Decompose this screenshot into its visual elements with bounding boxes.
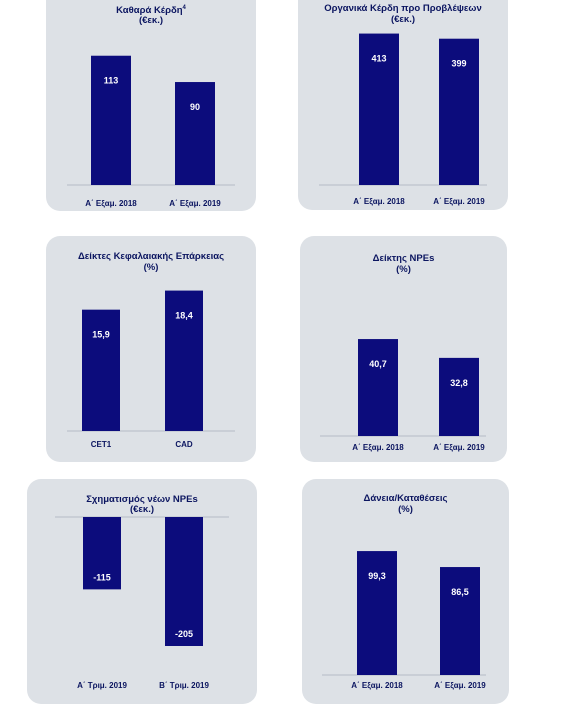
category-label: Α΄ Εξαμ. 2019 <box>169 199 221 208</box>
bar <box>175 82 215 185</box>
category-label: Α΄ Εξαμ. 2019 <box>433 443 485 452</box>
bar-chart-new-npe-formation: -115 Α΄ Τριμ. 2019 -205 Β΄ Τριμ. 2019 <box>55 516 229 690</box>
category-label: Α΄ Τριμ. 2019 <box>77 681 127 690</box>
data-label: 399 <box>451 59 466 69</box>
chart-panel-net-profit: Καθαρά Κέρδη4 (€εκ.) 113 Α΄ Εξαμ. 2018 90 Α… <box>46 0 256 211</box>
category-label: Α΄ Εξαμ. 2019 <box>433 197 485 206</box>
chart-subtitle: (%) <box>398 504 413 515</box>
category-label: Α΄ Εξαμ. 2018 <box>351 681 403 690</box>
category-label: Α΄ Εξαμ. 2019 <box>434 681 486 690</box>
bar <box>165 517 203 646</box>
data-label: 86,5 <box>451 587 469 597</box>
category-label: Β΄ Τριμ. 2019 <box>159 681 209 690</box>
bar <box>357 551 397 675</box>
bar <box>439 357 479 436</box>
title-superscript: 4 <box>182 5 186 11</box>
bar <box>439 38 479 186</box>
chart-panel-capital-adequacy: Δείκτες Κεφαλαιακής Επάρκειας (%) 15,9 CE… <box>46 236 256 462</box>
bar-chart-organic-profit: 413 Α΄ Εξαμ. 2018 399 Α΄ Εξαμ. 2019 <box>319 33 487 206</box>
category-label: Α΄ Εξαμ. 2018 <box>352 443 404 452</box>
bar <box>358 339 398 436</box>
chart-panel-organic-profit: Οργανικά Κέρδη προ Προβλέψεων (€εκ.) 413… <box>298 0 508 210</box>
bar-chart-npe-ratio: 40,7 Α΄ Εξαμ. 2018 32,8 Α΄ Εξαμ. 2019 <box>320 339 486 452</box>
data-label: -205 <box>175 629 193 639</box>
data-label: 15,9 <box>92 330 110 340</box>
chart-title: Καθαρά Κέρδη4 <box>116 5 186 17</box>
chart-title: Σχηματισμός νέων NPEs <box>86 494 198 505</box>
data-label: 40,7 <box>369 359 387 369</box>
bar-chart-net-profit: 113 Α΄ Εξαμ. 2018 90 Α΄ Εξαμ. 2019 <box>67 55 235 208</box>
data-label: 90 <box>190 102 200 112</box>
bar-chart-loans-deposits: 99,3 Α΄ Εξαμ. 2018 86,5 Α΄ Εξαμ. 2019 <box>322 551 486 690</box>
chart-panel-npe-ratio: Δείκτης NPEs (%) 40,7 Α΄ Εξαμ. 2018 32,8 Α΄… <box>300 236 507 462</box>
bar <box>359 33 399 185</box>
chart-panel-loans-deposits: Δάνεια/Καταθέσεις (%) 99,3 Α΄ Εξαμ. 2018 8… <box>302 479 509 704</box>
bar <box>165 290 203 431</box>
chart-panel-new-npe-formation: Σχηματισμός νέων NPEs (€εκ.) -115 Α΄ Τριμ… <box>27 479 257 704</box>
data-label: 113 <box>104 76 119 86</box>
chart-title: Δάνεια/Καταθέσεις <box>363 493 448 504</box>
data-label: 18,4 <box>175 311 193 321</box>
chart-title: Δείκτες Κεφαλαιακής Επάρκειας <box>77 251 225 262</box>
data-label: -115 <box>93 572 111 582</box>
bar <box>82 309 120 431</box>
data-label: 99,3 <box>368 571 386 581</box>
category-label: CET1 <box>91 440 112 449</box>
chart-title: Δείκτης NPEs <box>372 253 435 264</box>
chart-subtitle: (€εκ.) <box>390 14 416 25</box>
bar <box>440 567 480 675</box>
category-label: Α΄ Εξαμ. 2018 <box>353 197 405 206</box>
bar <box>91 55 131 185</box>
chart-subtitle: (%) <box>143 262 159 273</box>
bar <box>83 517 121 590</box>
chart-subtitle: (€εκ.) <box>138 15 164 26</box>
chart-subtitle: (€εκ.) <box>129 504 155 515</box>
category-label: CAD <box>175 440 193 449</box>
category-label: Α΄ Εξαμ. 2018 <box>85 199 137 208</box>
data-label: 413 <box>371 54 386 64</box>
bar-chart-capital-adequacy: 15,9 CET1 18,4 CAD <box>67 290 235 449</box>
chart-title: Οργανικά Κέρδη προ Προβλέψεων <box>324 3 482 14</box>
data-label: 32,8 <box>450 378 468 388</box>
chart-subtitle: (%) <box>396 264 411 275</box>
